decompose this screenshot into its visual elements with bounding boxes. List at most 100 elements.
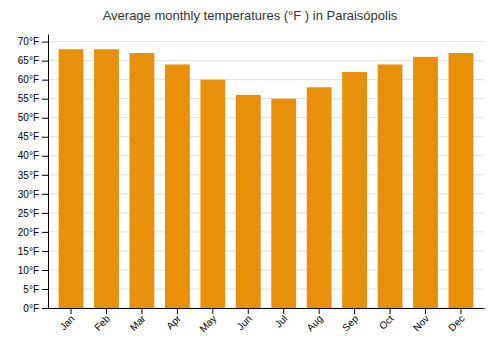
tick-mark [42,61,48,62]
bar [342,72,367,308]
tick: 10°F [18,265,48,276]
tick-label: 15°F [18,246,39,257]
tick-mark [42,308,48,309]
tick-label: Apr [164,312,183,331]
tick: 15°F [18,246,48,257]
tick: Aug [304,308,324,333]
tick-label: Jun [235,313,254,332]
tick: 35°F [18,170,48,181]
tick: 0°F [23,303,48,314]
tick-mark [425,308,426,314]
tick: 25°F [18,208,48,219]
tick-label: Nov [411,313,431,333]
tick: 40°F [18,150,48,161]
tick-mark [71,308,72,314]
tick: 45°F [18,131,48,142]
tick-label: 35°F [18,170,39,181]
tick: 70°F [18,36,48,47]
bar [130,53,155,308]
tick-mark [106,308,107,314]
tick-mark [42,118,48,119]
tick-label: Mar [128,312,148,332]
tick: 20°F [18,227,48,238]
bar [59,49,84,308]
tick-mark [42,175,48,176]
tick-label: 0°F [23,303,39,314]
bar [165,64,190,308]
tick-label: 45°F [18,131,39,142]
bars [59,49,474,308]
tick-label: 25°F [18,208,39,219]
axis-line [49,308,485,309]
plot: 0°F 5°F 10°F 15°F 20°F 25°F 30°F 35°F 40°F 45°F 50… [18,35,485,335]
tick-label: 10°F [18,265,39,276]
tick-label: 65°F [18,55,39,66]
tick-mark [319,308,320,314]
tick-mark [42,137,48,138]
title: Average monthly temperatures (°F ) in Pa… [103,8,398,23]
tick: Sep [340,308,361,333]
bar [449,53,474,308]
tick-label: 5°F [23,284,39,295]
tick: Nov [411,308,431,333]
chart: 0°F 5°F 10°F 15°F 20°F 25°F 30°F 35°F 40°F 45°F 50… [0,0,500,350]
tick-label: Dec [446,313,466,333]
tick: Oct [377,308,396,332]
tick-mark [42,213,48,214]
tick-mark [42,251,48,252]
bar [413,57,438,308]
tick-mark [354,308,355,314]
tick: 30°F [18,189,48,200]
tick: 60°F [18,74,48,85]
tick-label: 20°F [18,227,39,238]
tick: Jul [273,308,290,330]
tick-label: 70°F [18,36,39,47]
bar [236,95,261,308]
tick-label: Jul [273,313,290,330]
tick-label: May [197,313,218,334]
bar [378,64,403,308]
tick-label: Jan [58,313,77,332]
x-axis: Jan Feb Mar Apr May Jun Jul Aug Sep Oct Nov Dec [49,308,485,334]
tick-mark [141,308,142,314]
tick-label: 55°F [18,93,39,104]
tick-mark [460,308,461,314]
bar [307,87,332,308]
tick-label: 40°F [18,150,39,161]
tick: 55°F [18,93,48,104]
tick-mark [390,308,391,314]
tick-mark [42,232,48,233]
tick: Dec [446,308,466,333]
tick-mark [42,156,48,157]
tick-label: 50°F [18,112,39,123]
tick-mark [42,80,48,81]
tick: Jan [58,308,77,332]
axis-line [48,35,49,309]
tick-label: 60°F [18,74,39,85]
bar [94,49,119,308]
tick-label: Feb [92,313,112,333]
tick-mark [42,270,48,271]
tick-label: Sep [340,313,361,334]
tick-label: Aug [304,313,324,333]
tick: May [197,308,218,334]
tick: Apr [164,308,183,332]
tick: 50°F [18,112,48,123]
tick-label: Oct [377,313,396,332]
tick: 5°F [23,284,48,295]
tick-mark [248,308,249,314]
tick-mark [42,42,48,43]
tick-mark [212,308,213,314]
tick: 65°F [18,55,48,66]
bar [271,99,296,308]
y-axis: 0°F 5°F 10°F 15°F 20°F 25°F 30°F 35°F 40°F 45°F 50… [18,35,49,314]
tick: Mar [128,308,148,333]
grid-line [48,41,484,42]
grid [48,42,484,308]
tick-mark [42,289,48,290]
bar [200,80,225,308]
tick: Feb [92,308,112,333]
tick-mark [283,308,284,314]
tick-label: 30°F [18,189,39,200]
tick-mark [42,194,48,195]
